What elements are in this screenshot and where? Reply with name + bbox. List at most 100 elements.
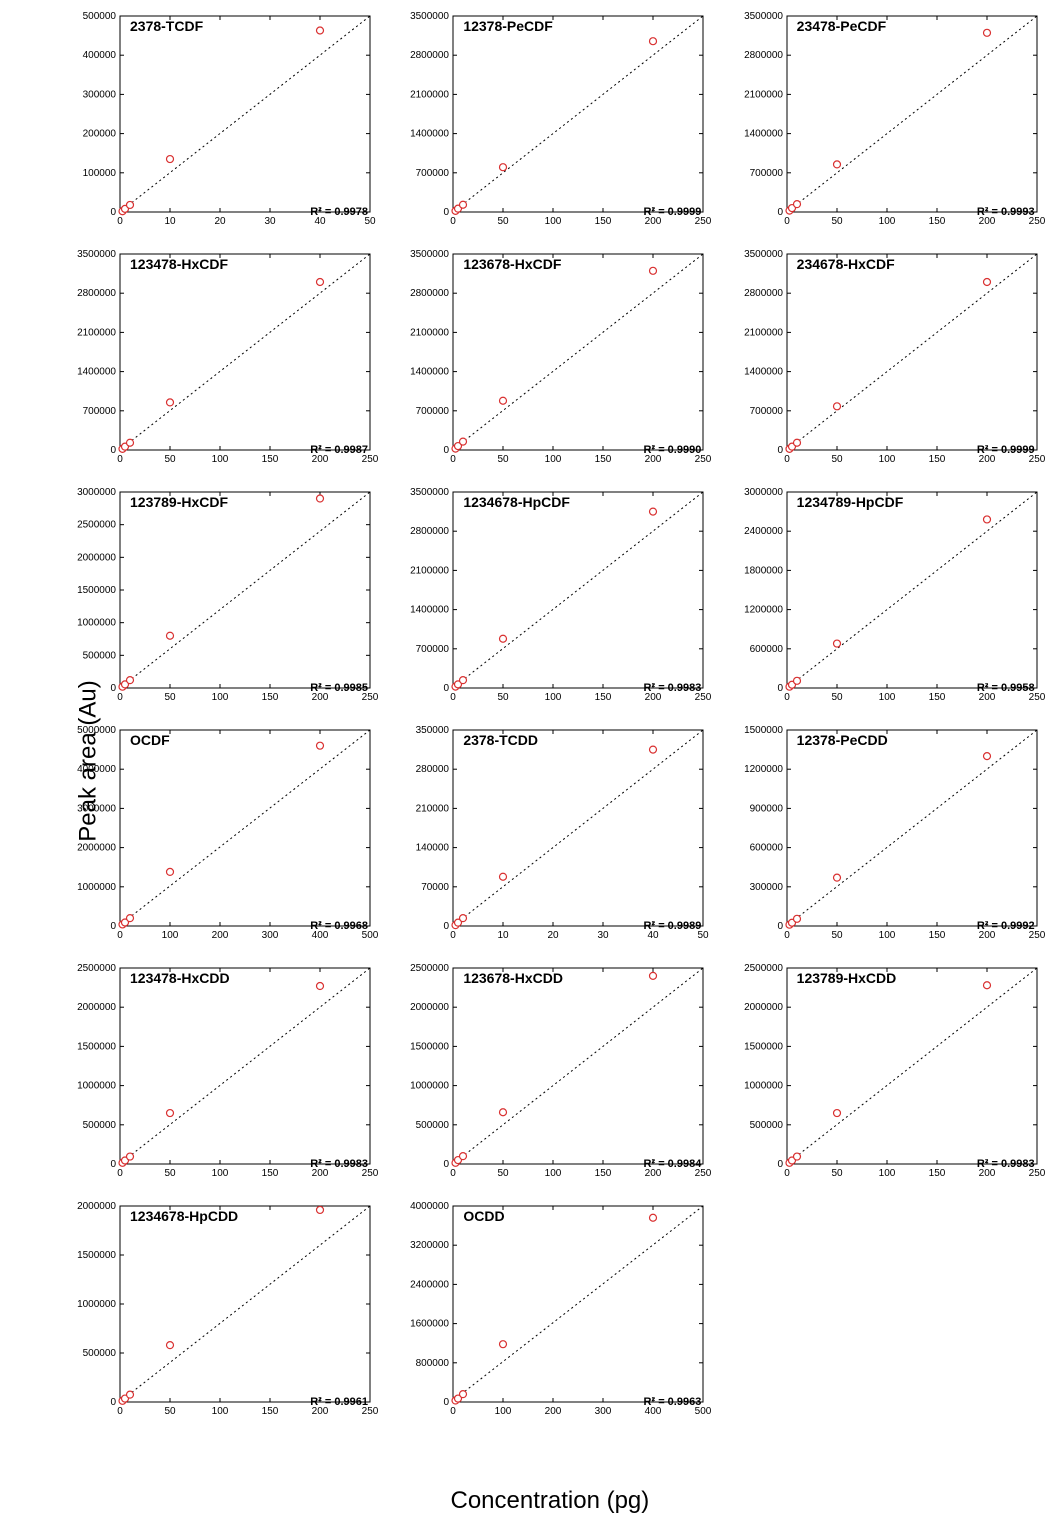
svg-text:0: 0 xyxy=(444,1397,450,1408)
svg-text:100: 100 xyxy=(878,1168,895,1179)
data-point xyxy=(793,677,800,684)
r-squared-label: R² = 0.9978 xyxy=(310,206,368,218)
svg-text:500000: 500000 xyxy=(749,1120,783,1131)
data-point xyxy=(500,1109,507,1116)
svg-text:1400000: 1400000 xyxy=(744,367,783,378)
svg-text:1000000: 1000000 xyxy=(410,1081,449,1092)
scatter-panel: 0501001502002500500000100000015000002000… xyxy=(60,486,380,718)
data-point xyxy=(650,38,657,45)
svg-text:700000: 700000 xyxy=(83,406,117,417)
data-point xyxy=(833,403,840,410)
svg-text:0: 0 xyxy=(784,692,790,703)
svg-text:100: 100 xyxy=(545,454,562,465)
data-point xyxy=(650,972,657,979)
r-squared-label: R² = 0.9990 xyxy=(644,444,702,456)
svg-text:2000000: 2000000 xyxy=(77,1002,116,1013)
svg-text:3200000: 3200000 xyxy=(410,1240,449,1251)
svg-text:150: 150 xyxy=(928,454,945,465)
svg-text:1000000: 1000000 xyxy=(77,1299,116,1310)
r-squared-label: R² = 0.9999 xyxy=(644,206,702,218)
svg-text:1400000: 1400000 xyxy=(77,367,116,378)
svg-text:2100000: 2100000 xyxy=(410,89,449,100)
svg-text:100000: 100000 xyxy=(83,168,117,179)
svg-text:500000: 500000 xyxy=(83,1348,117,1359)
svg-text:2800000: 2800000 xyxy=(77,288,116,299)
data-point xyxy=(167,632,174,639)
data-point xyxy=(127,1153,134,1160)
r-squared-label: R² = 0.9961 xyxy=(310,1396,368,1408)
panel-title: 1234678-HpCDD xyxy=(130,1208,238,1224)
r-squared-label: R² = 0.9983 xyxy=(644,682,702,694)
svg-text:0: 0 xyxy=(117,454,123,465)
svg-text:100: 100 xyxy=(545,692,562,703)
svg-text:3000000: 3000000 xyxy=(77,487,116,498)
data-point xyxy=(167,1342,174,1349)
svg-text:100: 100 xyxy=(162,930,179,941)
svg-text:2400000: 2400000 xyxy=(744,526,783,537)
svg-text:0: 0 xyxy=(451,1406,457,1417)
svg-text:30: 30 xyxy=(598,930,610,941)
data-point xyxy=(317,1206,324,1213)
svg-text:300: 300 xyxy=(595,1406,612,1417)
svg-text:0: 0 xyxy=(117,930,123,941)
svg-text:1600000: 1600000 xyxy=(410,1319,449,1330)
svg-text:1000000: 1000000 xyxy=(77,1081,116,1092)
svg-text:0: 0 xyxy=(451,216,457,227)
svg-text:0: 0 xyxy=(444,1159,450,1170)
svg-text:0: 0 xyxy=(777,1159,783,1170)
svg-text:3500000: 3500000 xyxy=(410,11,449,22)
svg-text:0: 0 xyxy=(451,1168,457,1179)
scatter-panel: 0501001502002500500000100000015000002000… xyxy=(60,962,380,1194)
svg-text:2800000: 2800000 xyxy=(410,50,449,61)
data-point xyxy=(167,399,174,406)
svg-text:0: 0 xyxy=(444,921,450,932)
svg-text:0: 0 xyxy=(784,216,790,227)
svg-text:1500000: 1500000 xyxy=(744,725,783,736)
svg-text:5000000: 5000000 xyxy=(77,725,116,736)
svg-text:100: 100 xyxy=(878,692,895,703)
data-point xyxy=(793,439,800,446)
svg-text:2100000: 2100000 xyxy=(744,327,783,338)
svg-text:2000000: 2000000 xyxy=(410,1002,449,1013)
svg-text:300000: 300000 xyxy=(749,882,783,893)
svg-text:1500000: 1500000 xyxy=(77,1250,116,1261)
scatter-panel: 0501001502002500700000140000021000002800… xyxy=(393,248,713,480)
svg-text:2100000: 2100000 xyxy=(744,89,783,100)
svg-text:350000: 350000 xyxy=(416,725,450,736)
svg-text:700000: 700000 xyxy=(416,644,450,655)
svg-text:50: 50 xyxy=(498,692,510,703)
panel-title: 123678-HxCDD xyxy=(463,970,563,986)
data-point xyxy=(460,1153,467,1160)
data-point xyxy=(983,982,990,989)
svg-text:0: 0 xyxy=(451,692,457,703)
svg-text:2800000: 2800000 xyxy=(744,50,783,61)
svg-text:2800000: 2800000 xyxy=(744,288,783,299)
svg-text:100: 100 xyxy=(212,1168,229,1179)
svg-text:1500000: 1500000 xyxy=(77,1041,116,1052)
r-squared-label: R² = 0.9993 xyxy=(977,206,1035,218)
data-point xyxy=(500,1341,507,1348)
svg-text:100: 100 xyxy=(545,1168,562,1179)
data-point xyxy=(127,677,134,684)
svg-text:2500000: 2500000 xyxy=(410,963,449,974)
svg-text:50: 50 xyxy=(831,692,843,703)
data-point xyxy=(833,161,840,168)
data-point xyxy=(500,635,507,642)
svg-text:150: 150 xyxy=(928,930,945,941)
data-point xyxy=(793,915,800,922)
panel-title: 1234678-HpCDF xyxy=(463,494,570,510)
scatter-panel: 0501001502002500700000140000021000002800… xyxy=(727,10,1047,242)
panel-title: 123678-HxCDF xyxy=(463,256,561,272)
data-point xyxy=(983,516,990,523)
scatter-panel: 0501001502002500700000140000021000002800… xyxy=(393,10,713,242)
svg-text:500000: 500000 xyxy=(83,11,117,22)
panel-title: 123789-HxCDD xyxy=(797,970,897,986)
svg-text:300: 300 xyxy=(262,930,279,941)
data-point xyxy=(167,1110,174,1117)
data-point xyxy=(460,1391,467,1398)
svg-text:1000000: 1000000 xyxy=(77,618,116,629)
svg-text:0: 0 xyxy=(117,1168,123,1179)
figure: Peak area (Au) Concentration (pg) 010203… xyxy=(0,0,1060,1521)
svg-text:150: 150 xyxy=(262,1406,279,1417)
scatter-panel: 0100200300400500080000016000002400000320… xyxy=(393,1200,713,1432)
